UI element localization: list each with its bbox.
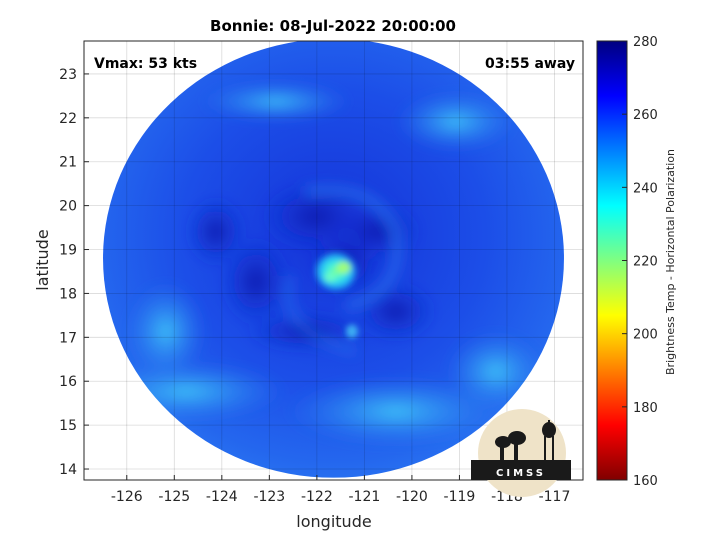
colorbar-tick-label: 160 bbox=[633, 474, 658, 489]
brightness-temp-swath bbox=[103, 41, 564, 478]
spiral-band bbox=[305, 184, 403, 312]
colorbar-tick-label: 220 bbox=[633, 255, 658, 270]
colorbar-tick-label: 240 bbox=[633, 181, 658, 196]
colorbar-ticks: 160 180 200 220 240 260 280 bbox=[622, 35, 658, 489]
colorbar-tick-label: 180 bbox=[633, 401, 658, 416]
cold-cloud-region bbox=[355, 281, 436, 342]
y-tick-label: 18 bbox=[59, 286, 77, 302]
y-axis-ticks: 14 15 16 17 18 19 20 21 22 23 bbox=[59, 67, 89, 478]
time-away-annotation: 03:55 away bbox=[485, 56, 575, 72]
cold-cloud-region bbox=[220, 236, 291, 327]
colorbar-tick-label: 260 bbox=[633, 108, 658, 123]
warm-band-region bbox=[395, 91, 516, 152]
y-tick-label: 14 bbox=[59, 462, 77, 478]
y-tick-label: 19 bbox=[59, 243, 77, 259]
x-tick-label: -125 bbox=[158, 489, 190, 505]
water-tower-icon bbox=[542, 420, 556, 460]
colorbar-tick-label: 280 bbox=[633, 35, 658, 50]
y-tick-label: 22 bbox=[59, 111, 77, 127]
y-tick-label: 21 bbox=[59, 155, 77, 171]
y-tick-label: 15 bbox=[59, 418, 77, 434]
x-tick-label: -119 bbox=[444, 489, 476, 505]
colorbar-label: Brightness Temp - Horizontal Polarizatio… bbox=[664, 149, 677, 375]
warm-band-region bbox=[200, 81, 351, 122]
spiral-band bbox=[284, 275, 357, 356]
plot-frame bbox=[83, 40, 584, 481]
warm-band-region bbox=[285, 376, 506, 447]
x-tick-label: -122 bbox=[301, 489, 333, 505]
x-axis-label: longitude bbox=[296, 512, 371, 531]
logo-text: CIMSS bbox=[496, 468, 546, 479]
eye-hotspot bbox=[323, 272, 336, 283]
swath-imagery bbox=[103, 41, 564, 478]
eye-warm-core bbox=[311, 249, 360, 294]
x-tick-label: -117 bbox=[539, 489, 571, 505]
x-tick-label: -121 bbox=[348, 489, 380, 505]
y-tick-label: 23 bbox=[59, 67, 77, 83]
x-tick-label: -126 bbox=[111, 489, 143, 505]
cimss-logo: CIMSS bbox=[471, 409, 571, 497]
cold-cloud-region bbox=[185, 196, 246, 267]
colorbar-tick-label: 200 bbox=[633, 328, 658, 343]
y-tick-label: 16 bbox=[59, 374, 77, 390]
logo-building-icon bbox=[471, 460, 571, 480]
warm-patch bbox=[345, 324, 358, 339]
x-tick-label: -120 bbox=[396, 489, 428, 505]
satellite-dish-icon bbox=[495, 431, 526, 460]
chart-title: Bonnie: 08-Jul-2022 20:00:00 bbox=[210, 17, 456, 35]
cloud-structure bbox=[103, 81, 546, 447]
eye-hotspot bbox=[336, 261, 351, 274]
y-tick-label: 17 bbox=[59, 330, 77, 346]
y-tick-label: 20 bbox=[59, 199, 77, 215]
x-tick-label: -124 bbox=[206, 489, 238, 505]
storm-eye bbox=[311, 249, 360, 339]
x-tick-label: -123 bbox=[253, 489, 285, 505]
y-axis-label: latitude bbox=[33, 229, 52, 290]
warm-band-region bbox=[125, 281, 206, 382]
x-axis-ticks: -126 -125 -124 -123 -122 -121 -120 -119 -118 -117 bbox=[111, 475, 570, 505]
grid bbox=[84, 41, 583, 480]
vmax-annotation: Vmax: 53 kts bbox=[94, 56, 197, 72]
